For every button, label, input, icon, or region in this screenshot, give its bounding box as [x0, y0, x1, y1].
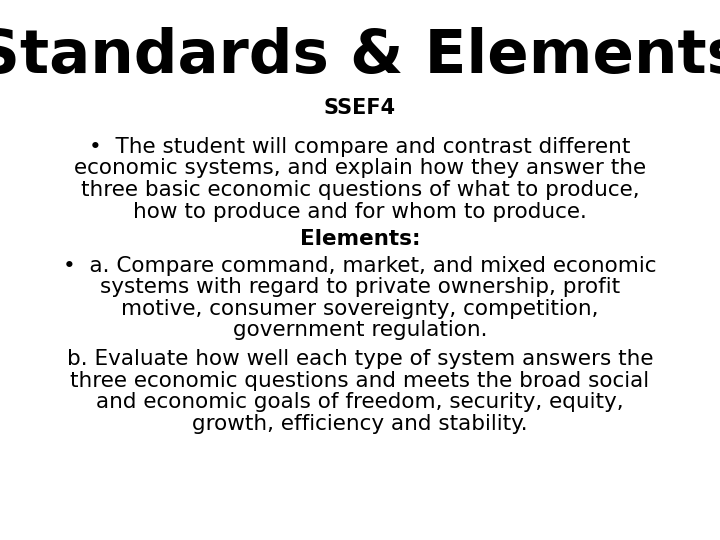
Text: economic systems, and explain how they answer the: economic systems, and explain how they a…: [74, 158, 646, 179]
Text: three economic questions and meets the broad social: three economic questions and meets the b…: [71, 370, 649, 391]
Text: motive, consumer sovereignty, competition,: motive, consumer sovereignty, competitio…: [121, 299, 599, 319]
Text: •  The student will compare and contrast different: • The student will compare and contrast …: [89, 137, 631, 157]
Text: systems with regard to private ownership, profit: systems with regard to private ownership…: [100, 277, 620, 298]
Text: how to produce and for whom to produce.: how to produce and for whom to produce.: [133, 201, 587, 222]
Text: government regulation.: government regulation.: [233, 320, 487, 341]
Text: SSEF4: SSEF4: [324, 98, 396, 118]
Text: b. Evaluate how well each type of system answers the: b. Evaluate how well each type of system…: [67, 349, 653, 369]
Text: growth, efficiency and stability.: growth, efficiency and stability.: [192, 414, 528, 434]
Text: Elements:: Elements:: [300, 228, 420, 249]
Text: and economic goals of freedom, security, equity,: and economic goals of freedom, security,…: [96, 392, 624, 413]
Text: Standards & Elements: Standards & Elements: [0, 27, 720, 86]
Text: three basic economic questions of what to produce,: three basic economic questions of what t…: [81, 180, 639, 200]
Text: •  a. Compare command, market, and mixed economic: • a. Compare command, market, and mixed …: [63, 255, 657, 276]
